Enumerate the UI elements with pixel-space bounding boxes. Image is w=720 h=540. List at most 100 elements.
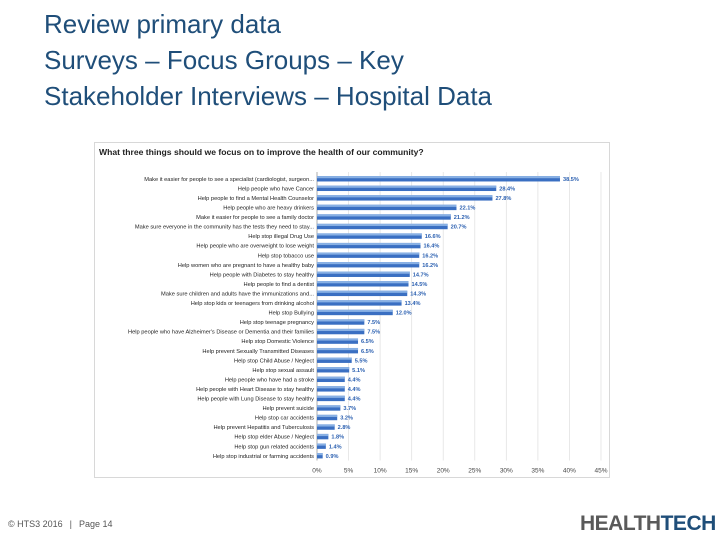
bar-highlight [317, 252, 420, 255]
bar [317, 309, 393, 316]
bar-highlight [317, 195, 493, 198]
bar [317, 357, 352, 363]
category-label: Help people who have Cancer [238, 186, 314, 192]
category-label: Help people with Diabetes to stay health… [210, 272, 314, 278]
data-label: 14.7% [413, 272, 429, 278]
bar-highlight [317, 309, 393, 312]
x-tick-label: 35% [531, 468, 544, 475]
bar [317, 281, 409, 287]
category-label: Help people who have had a stroke [225, 377, 314, 383]
bar-highlight [317, 405, 341, 408]
data-label: 21.2% [454, 215, 470, 221]
category-label: Help people who are heavy drinkers [223, 206, 314, 212]
footer-separator: | [69, 519, 73, 529]
data-label: 6.5% [361, 339, 374, 345]
chart-title: What three things should we focus on to … [99, 147, 424, 157]
data-label: 14.5% [412, 282, 428, 288]
category-label: Help stop teenage pregnancy [240, 320, 314, 326]
category-label: Help stop Domestic Violence [241, 339, 314, 345]
x-tick-label: 40% [563, 468, 576, 475]
bar-highlight [317, 338, 359, 341]
data-label: 14.3% [410, 291, 426, 297]
category-label: Make it easier for people to see a speci… [144, 177, 314, 183]
bar-highlight [317, 223, 448, 226]
chart-gridlines [316, 172, 602, 461]
bar [317, 300, 402, 306]
bar-highlight [317, 319, 365, 322]
logo-tech: TECH [660, 512, 717, 535]
bar [317, 347, 359, 354]
bar-highlight [317, 214, 451, 217]
category-label: Help stop car accidents [255, 416, 314, 422]
bar-highlight [317, 386, 345, 389]
data-label: 4.4% [348, 377, 361, 383]
category-label: Help prevent suicide [262, 406, 314, 412]
bar [317, 195, 493, 201]
data-label: 20.7% [451, 225, 467, 231]
title-line-3: Stakeholder Interviews – Hospital Data [44, 81, 493, 111]
bar [317, 395, 345, 402]
bar-highlight [317, 290, 408, 293]
category-label: Help people to find a dentist [243, 282, 314, 288]
category-label: Make sure everyone in the community has … [135, 225, 315, 231]
bar [317, 443, 326, 449]
category-label: Help people to find a Mental Health Coun… [198, 196, 314, 202]
bar-highlight [317, 262, 420, 265]
category-label: Help people with Heart Disease to stay h… [196, 387, 314, 393]
data-label: 7.5% [367, 330, 380, 336]
bar [317, 252, 420, 258]
bar-highlight [317, 433, 329, 437]
bar-highlight [317, 176, 560, 179]
data-label: 38.5% [563, 177, 579, 183]
bar [317, 338, 359, 344]
bar-highlight [317, 281, 409, 284]
bar [317, 376, 345, 383]
data-label: 16.2% [422, 263, 438, 269]
data-label: 5.5% [355, 358, 368, 364]
chart-data-labels: 38.5% 28.4% 27.8% 22.1% 21.2% 20.7% 16.6% 16.4%… [326, 177, 579, 460]
bar [317, 242, 421, 249]
x-tick-label: 15% [405, 468, 418, 475]
category-label: Help stop kids or teenagers from drinkin… [191, 301, 314, 307]
bar-highlight [317, 328, 365, 332]
data-label: 5.1% [352, 368, 365, 374]
bar [317, 214, 451, 220]
data-label: 4.4% [348, 387, 361, 393]
category-label: Help prevent Sexually Transmitted Diseas… [202, 349, 314, 355]
footer: © HTS3 2016 | Page 14 [8, 519, 113, 529]
chart-x-ticks: 0% 5% 10% 15% 20% 25% 30% 35% 40% 45% [312, 468, 607, 475]
bar [317, 386, 345, 392]
data-label: 16.2% [422, 253, 438, 259]
bar-highlight [317, 424, 335, 427]
bar-highlight [317, 357, 352, 360]
logo-health: HEALTH [580, 512, 661, 535]
bar-highlight [317, 367, 350, 370]
x-tick-label: 25% [468, 468, 481, 475]
bar [317, 233, 422, 239]
bar [317, 223, 448, 230]
chart-category-labels: Make it easier for people to see a speci… [128, 177, 314, 460]
bar-highlight [317, 233, 422, 236]
slide-title: Review primary data Surveys – Focus Grou… [44, 6, 684, 114]
bar-highlight [317, 453, 323, 456]
category-label: Help stop elder Abuse / Neglect [234, 435, 314, 441]
category-label: Help people who have Alzheimer's Disease… [128, 330, 314, 336]
category-label: Help people who are overweight to lose w… [196, 244, 314, 250]
category-label: Help prevent Hepatitis and Tuberculosis [213, 425, 314, 431]
data-label: 1.8% [331, 435, 344, 441]
data-label: 12.0% [396, 311, 412, 317]
data-label: 3.2% [340, 416, 353, 422]
data-label: 6.5% [361, 349, 374, 355]
title-line-1: Review primary data [44, 9, 281, 39]
footer-page-number: Page 14 [79, 519, 113, 529]
category-label: Help people with Lung Disease to stay he… [197, 397, 314, 403]
bar-highlight [317, 347, 359, 351]
category-label: Help stop tobacco use [258, 253, 314, 259]
data-label: 16.4% [424, 244, 440, 250]
bar [317, 433, 329, 440]
bar [317, 262, 420, 268]
data-label: 13.4% [405, 301, 421, 307]
category-label: Help stop Child Abuse / Neglect [234, 358, 314, 364]
data-label: 27.8% [495, 196, 511, 202]
x-tick-label: 5% [344, 468, 354, 475]
